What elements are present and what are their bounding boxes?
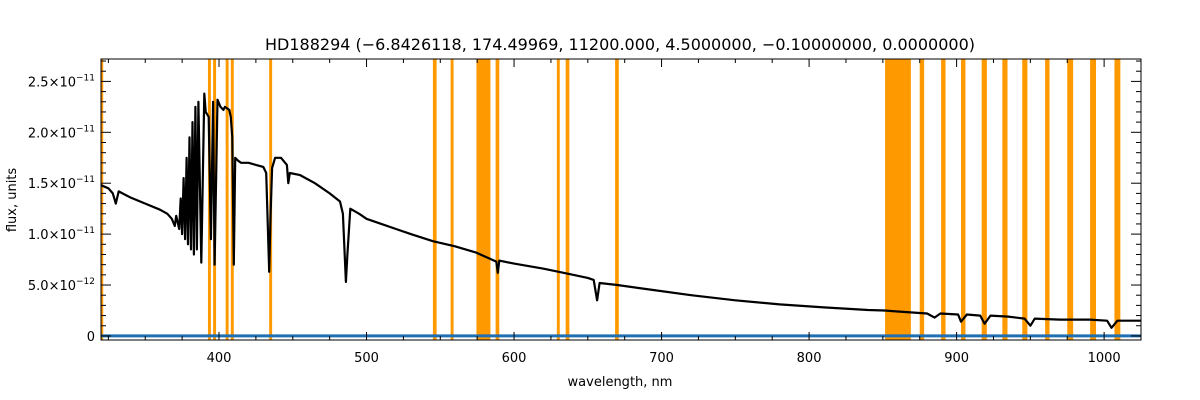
masked-region-21 [1067,59,1074,340]
masked-region-15 [941,59,946,340]
masked-region-19 [1022,59,1028,340]
y-tick-label: 5.0×10−12 [28,277,95,294]
masked-region-23 [1114,59,1121,340]
masked-region-13 [885,59,911,340]
x-tick-label: 600 [502,351,527,366]
masked-region-7 [450,59,454,340]
chart-title: HD188294 (−6.8426118, 174.49969, 11200.0… [265,35,975,54]
masked-region-3 [225,59,229,340]
masked-region-17 [981,59,987,340]
y-tick-label: 0 [87,330,95,345]
plot-frame [100,58,1142,341]
masked-region-14 [919,59,925,340]
masked-region-22 [1090,59,1097,340]
masked-region-16 [961,59,966,340]
masked-region-9 [495,59,500,340]
masked-region-0 [101,59,104,340]
y-axis-label: flux, units [5,168,20,233]
masked-region-8 [476,59,491,340]
x-tick-label: 500 [354,351,379,366]
x-tick-label: 700 [649,351,674,366]
x-axis-ticks: 400 500 600 700 800 900 1000 [107,59,1142,366]
spectrum-series [100,92,1141,338]
y-tick-label: 1.5×10−11 [28,175,95,192]
masked-region-20 [1045,59,1050,340]
masked-region-10 [556,59,560,340]
x-tick-label: 900 [944,351,969,366]
y-tick-label: 1.0×10−11 [28,226,95,243]
y-tick-label: 2.0×10−11 [28,124,95,141]
masked-region-18 [1002,59,1008,340]
x-tick-label: 400 [207,351,232,366]
x-axis-label: wavelength, nm [568,375,673,390]
y-tick-label: 2.5×10−11 [28,73,95,90]
x-tick-label: 1000 [1088,351,1121,366]
masked-regions [101,59,1121,340]
y-axis-ticks: 0 5.0×10−12 1.0×10−11 1.5×10−11 2.0×10−11 2.5… [28,60,1141,345]
masked-region-11 [565,59,570,340]
masked-region-6 [432,59,437,340]
x-tick-label: 800 [797,351,822,366]
masked-region-12 [615,59,619,340]
spectrum-line [100,92,1141,329]
